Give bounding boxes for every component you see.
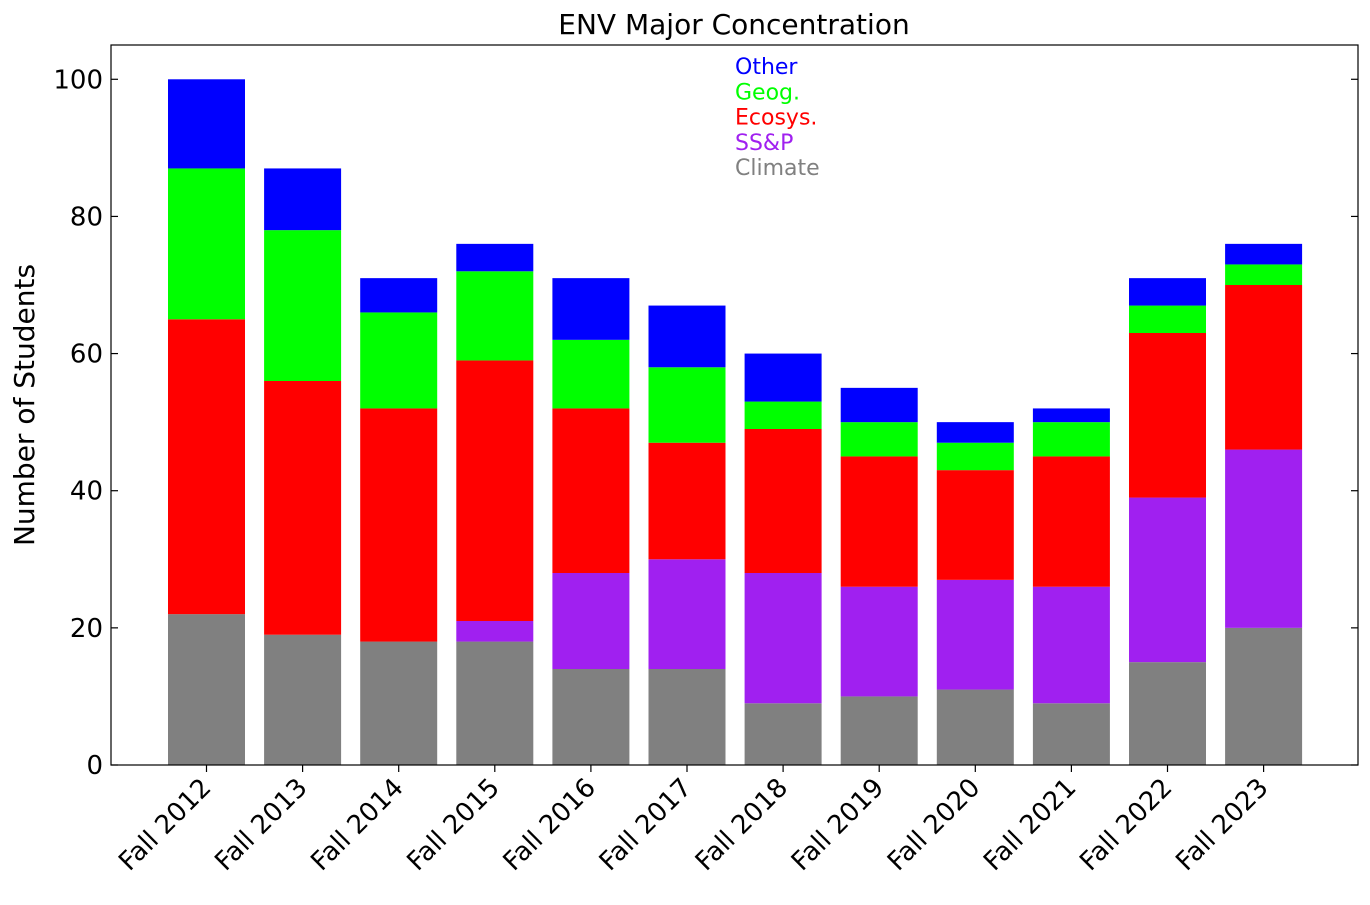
bar-10-series-0 — [1129, 662, 1206, 765]
bar-8-series-3 — [936, 442, 1014, 471]
bar-4-series-3 — [552, 339, 630, 409]
bar-6-series-4 — [744, 353, 822, 402]
bar-0-series-0 — [168, 614, 245, 765]
bar-9-series-3 — [1032, 422, 1110, 457]
bar-9-series-0 — [1032, 703, 1110, 765]
y-tick-label-4: 80 — [70, 202, 103, 232]
bar-11-series-3 — [1225, 264, 1303, 285]
bar-10-series-4 — [1129, 278, 1206, 306]
bar-5-series-0 — [648, 669, 726, 765]
bar-3-series-3 — [456, 271, 534, 361]
bar-4-series-1 — [552, 573, 630, 669]
bar-5-series-3 — [648, 367, 726, 443]
y-tick-label-2: 40 — [70, 477, 103, 507]
bar-2-series-0 — [360, 641, 438, 765]
bar-9-series-2 — [1032, 456, 1110, 587]
bar-5-series-1 — [648, 559, 726, 669]
chart-title: ENV Major Concentration — [558, 8, 909, 41]
bar-5-series-2 — [648, 442, 726, 560]
bar-3-series-0 — [456, 641, 534, 765]
bar-7-series-2 — [840, 456, 918, 587]
bar-10-series-3 — [1129, 305, 1206, 333]
bar-11-series-1 — [1225, 449, 1303, 628]
bar-1-series-0 — [264, 634, 342, 765]
bar-0-series-4 — [168, 79, 245, 169]
bar-2-series-2 — [360, 408, 438, 642]
x-tick-label-4: Fall 2016 — [498, 773, 602, 877]
bar-7-series-4 — [840, 387, 918, 423]
x-tick-label-2: Fall 2014 — [305, 773, 409, 877]
bar-10-series-1 — [1129, 497, 1206, 663]
bar-0-series-3 — [168, 168, 245, 320]
y-axis-label: Number of Students — [8, 264, 41, 546]
bar-11-series-2 — [1225, 285, 1303, 450]
x-tick-label-10: Fall 2022 — [1074, 773, 1178, 877]
x-tick-label-11: Fall 2023 — [1170, 773, 1274, 877]
y-tick-label-1: 20 — [70, 614, 103, 644]
legend-entry-3: Geog. — [735, 80, 800, 105]
bar-11-series-4 — [1225, 243, 1303, 265]
x-tick-label-5: Fall 2017 — [594, 773, 698, 877]
bar-6-series-3 — [744, 401, 822, 429]
bar-8-series-0 — [936, 689, 1014, 765]
bar-6-series-0 — [744, 703, 822, 765]
bar-8-series-4 — [936, 422, 1014, 443]
bar-5-series-4 — [648, 305, 726, 368]
bar-7-series-0 — [840, 696, 918, 765]
bar-4-series-2 — [552, 408, 630, 573]
x-tick-label-0: Fall 2012 — [113, 773, 217, 877]
bar-6-series-1 — [744, 573, 822, 704]
bars-group — [168, 79, 1303, 765]
bar-2-series-4 — [360, 278, 438, 313]
y-tick-label-5: 100 — [53, 65, 103, 95]
bar-7-series-1 — [840, 586, 918, 697]
x-tick-label-8: Fall 2020 — [882, 773, 986, 877]
x-tick-label-7: Fall 2019 — [786, 773, 890, 877]
bar-3-series-2 — [456, 360, 534, 621]
y-tick-label-0: 0 — [86, 751, 103, 781]
bar-1-series-2 — [264, 381, 342, 635]
bar-8-series-2 — [936, 470, 1014, 580]
bar-1-series-4 — [264, 168, 342, 231]
bar-3-series-4 — [456, 243, 534, 272]
bar-3-series-1 — [456, 621, 534, 642]
bar-4-series-4 — [552, 278, 630, 340]
x-tick-label-3: Fall 2015 — [402, 773, 506, 877]
bar-1-series-3 — [264, 230, 342, 381]
legend-entry-4: Other — [735, 55, 798, 80]
bar-6-series-2 — [744, 429, 822, 573]
x-tick-label-6: Fall 2018 — [690, 773, 794, 877]
legend-entry-1: SS&P — [735, 131, 793, 156]
plot-frame — [110, 44, 1359, 766]
bar-4-series-0 — [552, 669, 630, 765]
bar-10-series-2 — [1129, 333, 1206, 498]
legend-entry-2: Ecosys. — [735, 106, 817, 131]
bar-11-series-0 — [1225, 627, 1303, 765]
bar-9-series-1 — [1032, 586, 1110, 704]
bar-0-series-2 — [168, 319, 245, 615]
bar-9-series-4 — [1032, 408, 1110, 423]
x-tick-label-1: Fall 2013 — [209, 773, 313, 877]
y-tick-label-3: 60 — [70, 340, 103, 370]
bar-2-series-3 — [360, 312, 438, 409]
bar-8-series-1 — [936, 579, 1014, 690]
x-tick-label-9: Fall 2021 — [978, 773, 1082, 877]
legend-entry-0: Climate — [735, 156, 820, 181]
bar-7-series-3 — [840, 422, 918, 457]
